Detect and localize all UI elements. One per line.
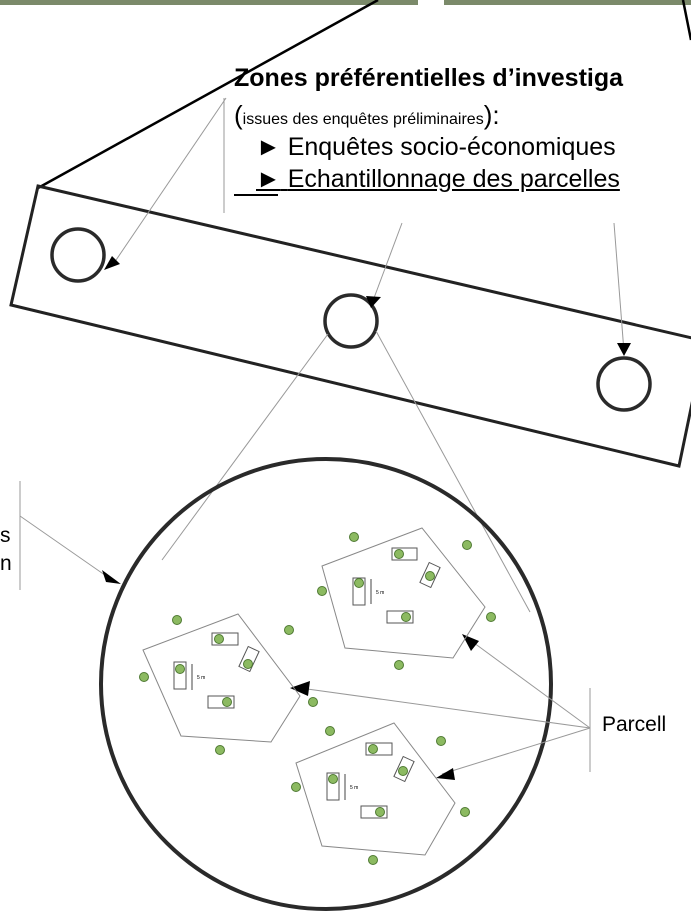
plot-pentagon — [321, 527, 486, 659]
tree-dot — [398, 766, 408, 776]
pointer-plot-a — [469, 639, 591, 729]
left-label-pointer — [19, 515, 113, 581]
tree-dot — [243, 659, 253, 669]
tree-dot — [462, 540, 472, 550]
bullet-marker: ► — [256, 165, 281, 193]
bullet-item-2: ► Echantillonnage des parcelles — [256, 165, 620, 194]
tree-dot — [354, 578, 364, 588]
arrowhead-zone-2 — [366, 296, 381, 308]
tree-dot — [325, 726, 335, 736]
tree-dot — [172, 615, 182, 625]
tree-dot — [425, 571, 435, 581]
tree-dot — [368, 855, 378, 865]
cone-line-left — [161, 333, 329, 561]
transect-strip — [9, 184, 691, 468]
left-label-line-1: s — [0, 524, 11, 547]
zone-circle-3 — [596, 356, 652, 412]
arrowhead-left-label — [102, 570, 121, 584]
cone-line-right — [375, 330, 531, 613]
zone-circle-1 — [50, 227, 106, 283]
tree-dot — [349, 532, 359, 542]
arrowhead-plot-a — [462, 634, 479, 651]
plot-scale-label: 5 m — [376, 590, 384, 596]
plot-scale-label: 5 m — [197, 675, 205, 681]
plot-group-b — [139, 613, 318, 755]
tree-dot — [175, 664, 185, 674]
tree-dot — [284, 625, 294, 635]
plot-pentagon — [295, 722, 456, 856]
tree-dot — [214, 634, 224, 644]
pointer-plot-b — [299, 687, 591, 729]
bullet-marker: ► — [256, 133, 281, 161]
tree-dot — [394, 660, 404, 670]
bullet-item-1: ► Enquêtes socio-économiques — [256, 133, 616, 162]
plot-group-c — [291, 722, 470, 865]
photo-strip-right — [444, 0, 691, 5]
subtitle-open-paren: ( — [234, 100, 243, 130]
photo-strip-left — [0, 0, 418, 5]
zoom-line-right — [681, 0, 691, 41]
arrowhead-zone-3 — [617, 343, 631, 356]
plot-scale-label: 5 m — [350, 785, 358, 791]
leader-to-zone-1 — [111, 97, 227, 267]
tree-dot — [215, 745, 225, 755]
tree-dot — [291, 782, 301, 792]
tree-dot — [139, 672, 149, 682]
arrowhead-plot-c — [436, 768, 455, 780]
zoom-line-left — [37, 0, 379, 190]
tree-dot — [486, 612, 496, 622]
bullet-text: Enquêtes socio-économiques — [287, 133, 616, 161]
plot-group-a — [317, 527, 496, 670]
bullet-lead-underline — [234, 194, 278, 196]
subtitle-text: issues des enquêtes préliminaires — [242, 111, 484, 128]
arrowhead-zone-1 — [104, 256, 120, 270]
tree-dot — [222, 697, 232, 707]
tree-dot — [375, 807, 385, 817]
tree-dot — [308, 697, 318, 707]
parcels-label: Parcell — [602, 713, 667, 736]
heading-title: Zones préférentielles d’investiga — [234, 64, 624, 92]
tree-dot — [436, 736, 446, 746]
tree-dot — [368, 744, 378, 754]
tree-dot — [460, 807, 470, 817]
tree-dot — [394, 549, 404, 559]
subtitle-close-paren: ): — [483, 100, 500, 130]
tree-dot — [401, 612, 411, 622]
leader-to-zone-3 — [613, 222, 625, 353]
arrowhead-plot-b — [290, 681, 310, 696]
leader-to-zone-2 — [373, 222, 403, 299]
bullet-text: Echantillonnage des parcelles — [287, 165, 620, 193]
left-label-line-2: n — [0, 552, 12, 575]
tree-dot — [328, 774, 338, 784]
heading-subtitle: (issues des enquêtes préliminaires): — [234, 100, 500, 131]
plot-pentagon — [142, 613, 301, 743]
zone-circle-2 — [323, 293, 379, 349]
magnified-zone-circle — [99, 457, 553, 911]
tree-dot — [317, 586, 327, 596]
pointer-plot-c — [441, 727, 591, 775]
